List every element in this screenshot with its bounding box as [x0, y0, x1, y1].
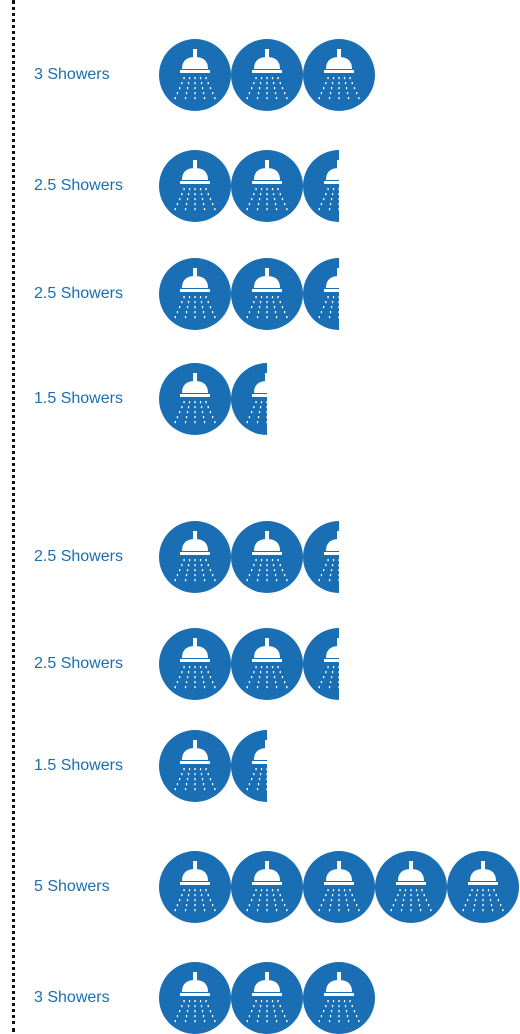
shower-icon-partial [231, 363, 267, 435]
shower-icon-partial [231, 730, 267, 802]
shower-icon [231, 150, 303, 222]
shower-icon [303, 962, 375, 1034]
shower-icon-partial [303, 628, 339, 700]
row-label: 5 Showers [34, 878, 110, 895]
shower-icon-partial [303, 258, 339, 330]
chart-row: 2.5 Showers [0, 628, 520, 700]
row-label: 1.5 Showers [34, 757, 123, 774]
row-icons [159, 851, 519, 923]
row-icons [159, 363, 519, 435]
shower-icon [159, 39, 231, 111]
dotted-left-border [12, 0, 15, 1032]
chart-row: 3 Showers [0, 962, 520, 1034]
shower-icon [159, 628, 231, 700]
shower-icon [375, 851, 447, 923]
shower-icon [159, 521, 231, 593]
row-label: 3 Showers [34, 66, 110, 83]
chart-row: 5 Showers [0, 851, 520, 923]
shower-icon [159, 150, 231, 222]
shower-icon [303, 39, 375, 111]
shower-icon [159, 730, 231, 802]
row-label: 1.5 Showers [34, 390, 123, 407]
row-icons [159, 628, 519, 700]
row-icons [159, 962, 519, 1034]
row-icons [159, 39, 519, 111]
chart-row: 3 Showers [0, 39, 520, 111]
row-label: 2.5 Showers [34, 177, 123, 194]
shower-icon [447, 851, 519, 923]
chart-row: 2.5 Showers [0, 150, 520, 222]
shower-icon [231, 628, 303, 700]
shower-icon [159, 962, 231, 1034]
row-icons [159, 258, 519, 330]
row-label: 2.5 Showers [34, 548, 123, 565]
shower-icon [231, 851, 303, 923]
shower-icon [231, 258, 303, 330]
row-icons [159, 521, 519, 593]
shower-icon [159, 363, 231, 435]
shower-icon-partial [303, 150, 339, 222]
row-label: 2.5 Showers [34, 285, 123, 302]
shower-icon [159, 851, 231, 923]
shower-icon [159, 258, 231, 330]
shower-icon [231, 39, 303, 111]
shower-icon [231, 962, 303, 1034]
chart-row: 1.5 Showers [0, 363, 520, 435]
chart-row: 1.5 Showers [0, 730, 520, 802]
shower-icon [303, 851, 375, 923]
shower-icon-partial [303, 521, 339, 593]
row-icons [159, 150, 519, 222]
chart-row: 2.5 Showers [0, 258, 520, 330]
row-icons [159, 730, 519, 802]
chart-row: 2.5 Showers [0, 521, 520, 593]
row-label: 3 Showers [34, 989, 110, 1006]
shower-icon [231, 521, 303, 593]
row-label: 2.5 Showers [34, 655, 123, 672]
